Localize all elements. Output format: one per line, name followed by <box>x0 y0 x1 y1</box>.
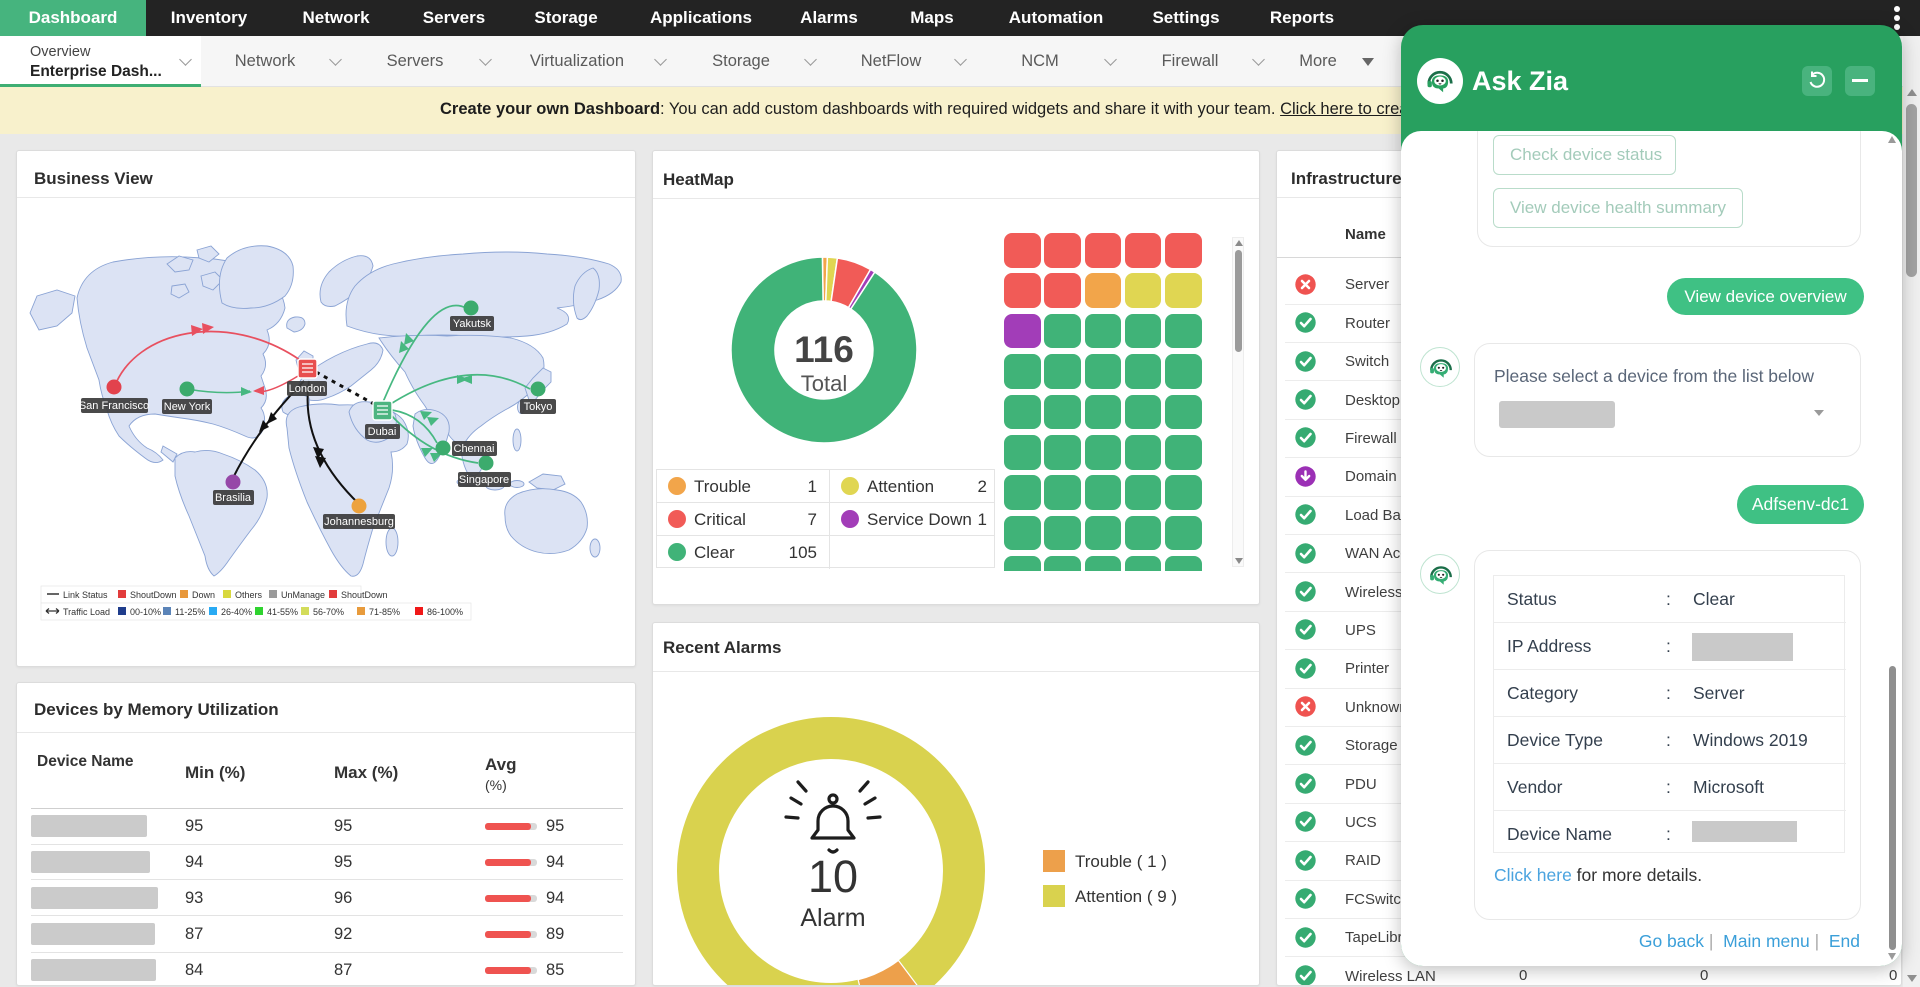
svg-text:Singapore: Singapore <box>459 474 509 486</box>
svg-text:Trouble ( 1 ): Trouble ( 1 ) <box>1075 852 1167 871</box>
svg-text:Johannesburg: Johannesburg <box>324 516 394 528</box>
svg-text:San Francisco: San Francisco <box>79 400 149 412</box>
svg-text:ShoutDown: ShoutDown <box>341 590 388 600</box>
svg-text:116: 116 <box>794 329 854 370</box>
svg-text:56-70%: 56-70% <box>313 607 344 617</box>
svg-text:26-40%: 26-40% <box>221 607 252 617</box>
svg-text:UnManage: UnManage <box>281 590 325 600</box>
svg-text:Dubai: Dubai <box>368 426 397 438</box>
svg-text:New York: New York <box>164 401 211 413</box>
svg-text:Chennai: Chennai <box>454 443 495 455</box>
svg-text:Link Status: Link Status <box>63 590 108 600</box>
svg-text:ShoutDown: ShoutDown <box>130 590 177 600</box>
svg-text:Total: Total <box>801 371 847 396</box>
svg-text:London: London <box>289 383 326 395</box>
svg-text:Alarm: Alarm <box>800 904 865 932</box>
svg-text:86-100%: 86-100% <box>427 607 463 617</box>
svg-text:Yakutsk: Yakutsk <box>453 318 492 330</box>
svg-text:Others: Others <box>235 590 263 600</box>
svg-text:10: 10 <box>808 851 858 902</box>
svg-text:00-10%: 00-10% <box>130 607 161 617</box>
svg-text:Brasilia: Brasilia <box>215 492 252 504</box>
svg-text:Tokyo: Tokyo <box>524 401 553 413</box>
svg-text:11-25%: 11-25% <box>175 607 205 617</box>
svg-text:Attention ( 9 ): Attention ( 9 ) <box>1075 887 1177 906</box>
svg-text:71-85%: 71-85% <box>369 607 400 617</box>
svg-text:41-55%: 41-55% <box>267 607 298 617</box>
svg-text:Traffic Load: Traffic Load <box>63 607 110 617</box>
svg-text:Down: Down <box>192 590 215 600</box>
